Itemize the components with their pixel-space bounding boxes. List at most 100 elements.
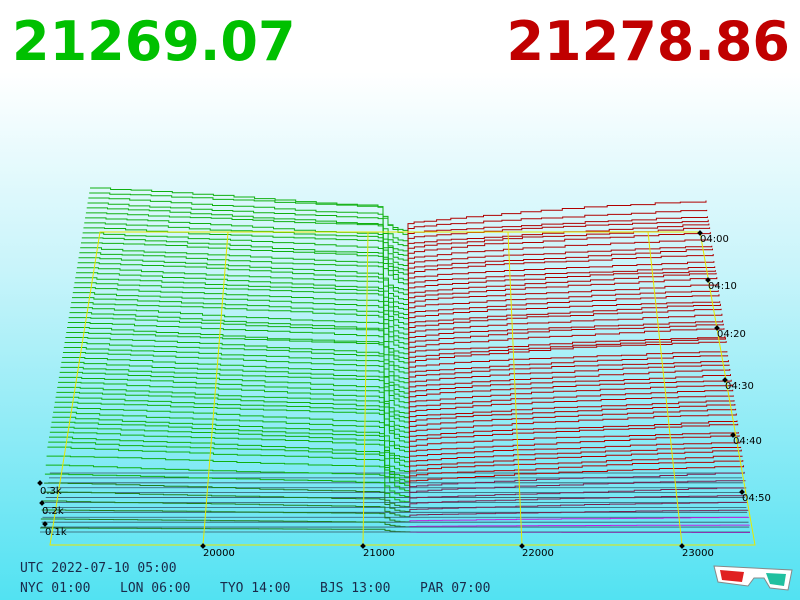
ask-depth-line xyxy=(409,446,742,469)
bid-depth-line xyxy=(52,416,410,459)
bid-depth-line xyxy=(72,292,410,336)
bid-depth-line xyxy=(90,187,409,232)
axis-marker xyxy=(37,480,43,486)
ask-depth-line xyxy=(408,360,729,385)
bid-depth-line xyxy=(71,302,410,346)
time-label: 04:40 xyxy=(733,436,762,447)
ask-depth-line xyxy=(408,432,739,454)
axis-marker xyxy=(360,543,366,549)
axis-marker xyxy=(42,521,48,527)
bid-depth-line xyxy=(64,341,410,385)
bid-depth-line xyxy=(41,509,411,523)
ask-depth-line xyxy=(409,487,747,503)
ask-depth-line xyxy=(407,216,708,242)
axis-marker xyxy=(714,325,720,331)
ask-depth-line xyxy=(407,277,718,306)
bid-depth-line xyxy=(40,527,411,533)
ask-depth-line xyxy=(409,509,749,518)
bid-depth-line xyxy=(60,366,410,410)
ask-depth-line xyxy=(407,270,716,296)
depth-label: 0.3k xyxy=(40,486,62,497)
bid-depth-line xyxy=(84,222,409,267)
bid-depth-line xyxy=(78,257,409,301)
bid-depth-line xyxy=(85,212,409,257)
bid-depth-line xyxy=(58,376,410,419)
axis-marker xyxy=(705,277,711,283)
bid-depth-line xyxy=(55,396,410,439)
ask-depth-line xyxy=(408,290,719,316)
city-clock: NYC 01:00 xyxy=(20,581,90,596)
bid-depth-line xyxy=(73,287,410,331)
bid-depth-line xyxy=(43,491,411,513)
price-label: 22000 xyxy=(522,548,554,559)
bid-depth-line xyxy=(48,441,411,483)
bid-depth-line xyxy=(87,202,409,247)
ask-depth-line xyxy=(409,465,744,488)
depth-label: 0.2k xyxy=(42,506,64,517)
ask-depth-line xyxy=(408,420,738,444)
bid-price: 21269.07 xyxy=(12,10,296,73)
ask-depth-line xyxy=(408,336,726,360)
bid-depth-line xyxy=(81,237,409,282)
bid-depth-line xyxy=(46,455,411,493)
ask-depth-line xyxy=(408,323,724,351)
bid-depth-line xyxy=(71,297,410,341)
city-clock: PAR 07:00 xyxy=(420,581,490,596)
ask-depth-line xyxy=(408,423,739,449)
world-clocks: NYC 01:00 LON 06:00 TYO 14:00 BJS 13:00 PAR … xyxy=(20,581,490,596)
ask-depth-line xyxy=(408,351,728,375)
bid-depth-line xyxy=(40,518,411,528)
ask-depth-line xyxy=(409,460,744,483)
bid-depth-line xyxy=(44,482,411,508)
bid-depth-line xyxy=(69,312,410,355)
bid-depth-line xyxy=(80,247,409,292)
ask-depth-line xyxy=(407,209,708,237)
city-clock: BJS 13:00 xyxy=(320,581,390,596)
ask-depth-line xyxy=(408,404,736,429)
bid-depth-line xyxy=(76,272,410,316)
bid-depth-line xyxy=(57,386,410,429)
ask-depth-line xyxy=(408,355,729,380)
ask-depth-line xyxy=(407,245,713,272)
city-clock: LON 06:00 xyxy=(120,581,190,596)
ask-depth-line xyxy=(407,261,715,287)
bid-depth-line xyxy=(44,473,411,503)
bid-depth-line xyxy=(83,227,409,272)
bid-depth-line xyxy=(75,277,410,321)
ask-price: 21278.86 xyxy=(506,10,790,73)
price-grid-line xyxy=(202,231,229,546)
axis-marker xyxy=(730,432,736,438)
time-label: 04:30 xyxy=(725,381,754,392)
axis-marker xyxy=(697,230,703,236)
bid-depth-line xyxy=(54,401,410,444)
ask-depth-line xyxy=(408,341,727,370)
ask-depth-line xyxy=(409,435,740,459)
ask-depth-line xyxy=(409,524,750,528)
ask-depth-line xyxy=(408,294,720,321)
bid-depth-line xyxy=(68,317,410,360)
ask-depth-line xyxy=(408,389,734,414)
ask-depth-line xyxy=(409,480,746,498)
bid-depth-line xyxy=(67,327,410,370)
bid-depth-line xyxy=(74,282,410,326)
ask-depth-line xyxy=(408,395,734,419)
ask-depth-line xyxy=(409,471,745,493)
bid-depth-line xyxy=(66,332,410,375)
ask-depth-line xyxy=(408,384,733,410)
bid-depth-line xyxy=(49,431,411,473)
axis-marker xyxy=(739,489,745,495)
axis-marker xyxy=(200,543,206,549)
bid-depth-line xyxy=(67,322,410,365)
ask-depth-line xyxy=(407,223,710,252)
ask-depth-line xyxy=(407,248,713,277)
bid-depth-line xyxy=(62,351,410,395)
ask-depth-line xyxy=(408,400,735,424)
bid-depth-line xyxy=(89,192,409,237)
bid-depth-line xyxy=(56,391,410,434)
ask-depth-line xyxy=(408,328,725,355)
bid-depth-line xyxy=(86,207,409,252)
bid-depth-line xyxy=(53,406,410,449)
bid-depth-line xyxy=(45,464,411,498)
ask-depth-line xyxy=(409,455,743,478)
